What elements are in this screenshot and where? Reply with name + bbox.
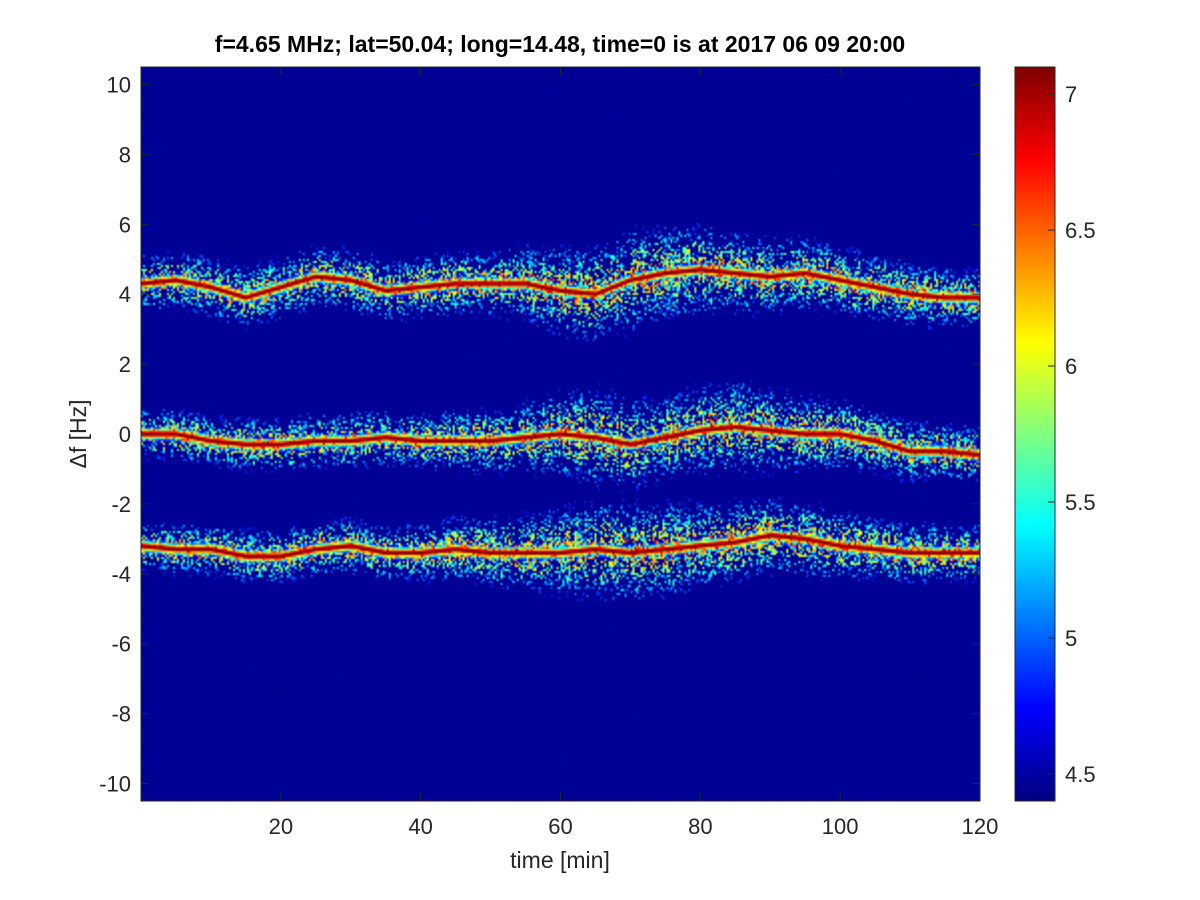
colorbar-tick-label: 5 <box>1065 626 1077 651</box>
y-tick-label: -8 <box>111 702 131 727</box>
x-tick-label: 20 <box>269 814 293 839</box>
y-axis: 10 8 6 4 2 0 -2 -4 -6 -8 -10 <box>99 72 980 797</box>
x-tick-label: 120 <box>962 814 999 839</box>
colorbar-tick-label: 6 <box>1065 354 1077 379</box>
y-tick-label: 0 <box>119 422 131 447</box>
x-tick-label: 40 <box>408 814 432 839</box>
y-tick-label: -4 <box>111 562 131 587</box>
x-tick-label: 60 <box>548 814 572 839</box>
x-axis: 20 40 60 80 100 120 <box>269 67 999 839</box>
colorbar-tick-label: 7 <box>1065 82 1077 107</box>
y-tick-label: 6 <box>119 212 131 237</box>
colorbar-axis: 7 6.5 6 5.5 5 4.5 <box>1048 82 1096 787</box>
y-tick-label: 8 <box>119 142 131 167</box>
colorbar-tick-label: 6.5 <box>1065 218 1096 243</box>
colorbar-tick-label: 5.5 <box>1065 490 1096 515</box>
y-tick-label: 4 <box>119 282 131 307</box>
y-tick-label: -6 <box>111 632 131 657</box>
x-axis-label: time [min] <box>510 847 610 873</box>
colorbar-gradient <box>1015 67 1055 801</box>
x-tick-label: 80 <box>688 814 712 839</box>
colorbar-frame <box>1014 66 1056 802</box>
y-axis-label: Δf [Hz] <box>65 399 91 468</box>
chart-title: f=4.65 MHz; lat=50.04; long=14.48, time=… <box>215 31 905 57</box>
y-tick-label: -2 <box>111 492 131 517</box>
heatmap-image <box>141 67 980 801</box>
x-tick-label: 100 <box>822 814 859 839</box>
colorbar-tick-label: 4.5 <box>1065 762 1096 787</box>
y-tick-label: -10 <box>99 772 131 797</box>
y-tick-label: 10 <box>107 72 131 97</box>
y-tick-label: 2 <box>119 352 131 377</box>
